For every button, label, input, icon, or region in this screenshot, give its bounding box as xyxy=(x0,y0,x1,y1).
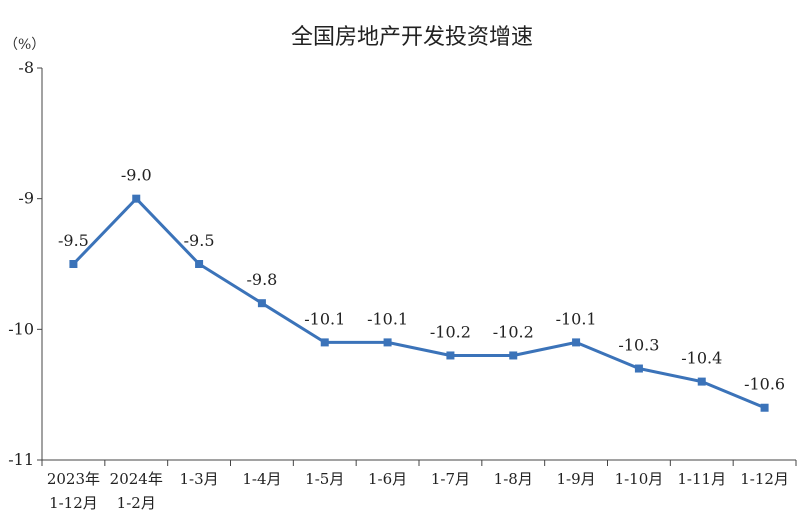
data-label: -9.5 xyxy=(58,231,89,250)
data-point xyxy=(320,338,329,347)
y-tick-label: -11 xyxy=(8,450,34,469)
data-point xyxy=(634,364,643,373)
data-labels: -9.5 -9.0 -9.5 -9.8 -10.1 -10.1 -10.2 -10.2 -10.… xyxy=(58,166,785,394)
x-tick-label: 1-5月 xyxy=(305,470,344,488)
data-label: -10.1 xyxy=(556,309,597,328)
data-label: -10.1 xyxy=(304,309,345,328)
data-label: -10.4 xyxy=(681,349,722,368)
series-line xyxy=(72,197,766,410)
data-point xyxy=(509,351,518,360)
x-tick-label: 1-10月 xyxy=(615,470,664,488)
data-label: -9.0 xyxy=(121,166,152,185)
series-line-group xyxy=(69,194,769,412)
x-tick-label: 1-2月 xyxy=(117,494,156,512)
x-tick-label: 2023年 xyxy=(47,470,100,488)
x-tick-label: 1-6月 xyxy=(368,470,407,488)
y-tick-label: -9 xyxy=(18,189,34,208)
x-tick-label: 1-8月 xyxy=(494,470,533,488)
y-axis-ticks: -8 -9 -10 -11 xyxy=(8,58,42,469)
x-tick-label: 1-4月 xyxy=(242,470,281,488)
data-label: -9.8 xyxy=(246,270,277,289)
chart-title: 全国房地产开发投资增速 xyxy=(291,25,533,50)
x-tick-label: 1-12月 xyxy=(49,494,98,512)
data-point xyxy=(383,338,392,347)
data-label: -10.3 xyxy=(618,336,659,355)
data-point xyxy=(446,351,455,360)
data-point xyxy=(195,260,204,268)
y-tick-label: -8 xyxy=(18,58,34,77)
x-tick-label: 1-9月 xyxy=(557,470,596,488)
y-unit-label: （%） xyxy=(4,37,45,53)
x-tick-label: 2024年 xyxy=(110,470,163,488)
data-point xyxy=(69,260,78,268)
data-label: -10.1 xyxy=(367,309,408,328)
data-label: -10.2 xyxy=(493,322,534,341)
data-point xyxy=(257,299,266,308)
data-point xyxy=(572,338,581,347)
data-label: -10.2 xyxy=(430,322,471,341)
data-label: -10.6 xyxy=(744,375,785,394)
x-tick-label: 1-3月 xyxy=(180,470,219,488)
x-axis-ticks: 2023年 1-12月 2024年 1-2月 1-3月 1-4月 1-5月 1-6月 1-7月 1… xyxy=(41,460,797,512)
x-tick-label: 1-11月 xyxy=(677,470,726,488)
axes xyxy=(41,68,796,461)
data-point xyxy=(132,194,141,203)
x-tick-label: 1-12月 xyxy=(740,470,789,488)
data-point xyxy=(697,377,706,386)
y-tick-label: -10 xyxy=(8,319,34,338)
data-point xyxy=(760,403,769,412)
data-label: -9.5 xyxy=(184,231,215,250)
x-tick-label: 1-7月 xyxy=(431,470,470,488)
